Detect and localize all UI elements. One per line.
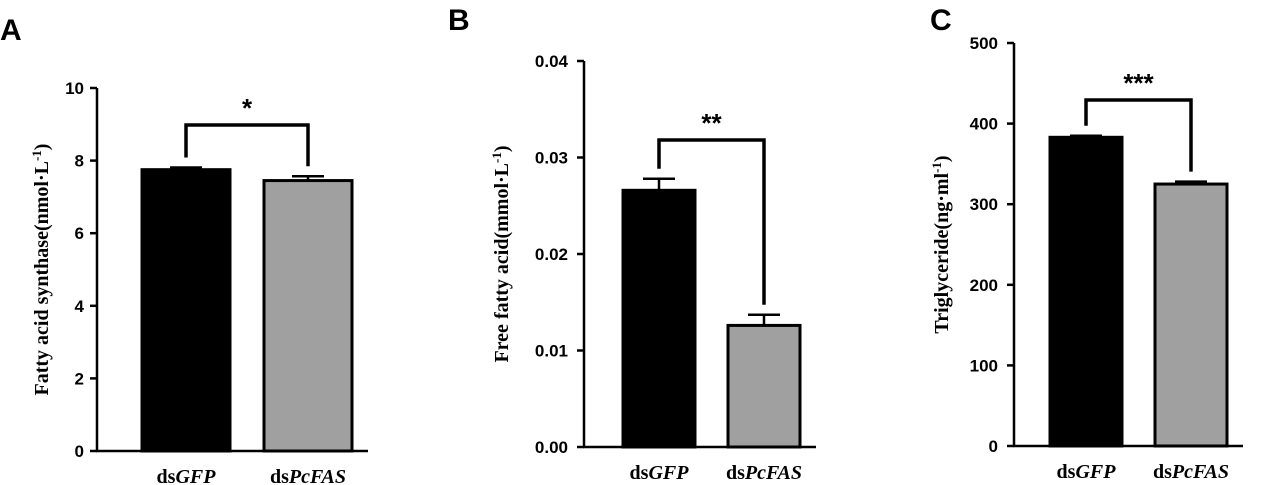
bar-dsgfp — [1048, 135, 1124, 448]
chart-panel-b: B 0.00 0.01 0.02 0.03 0.04 Free fatty acid(mmo… — [448, 4, 816, 484]
significance-bracket — [657, 138, 766, 305]
bar-dsgfp — [140, 168, 232, 453]
x-category-label: dsGFP — [630, 462, 690, 484]
significance-bracket — [1084, 98, 1193, 172]
y-tick-label: 0.01 — [535, 342, 568, 361]
y-tick-label: 400 — [970, 115, 998, 134]
y-tick-label: 6 — [75, 224, 84, 243]
x-category-label: dsGFP — [1057, 461, 1117, 483]
bar-dsgfp — [621, 188, 697, 449]
y-axis-title: Triglyceride(ng·ml-1) — [929, 155, 954, 333]
x-category-label: dsPcFAS — [1153, 461, 1229, 483]
bar-dspcfas — [1153, 182, 1229, 448]
bar-dspcfas — [262, 179, 354, 453]
x-category-label: dsPcFAS — [270, 466, 346, 485]
panel-letter: C — [930, 4, 952, 37]
panel-letter: B — [448, 4, 470, 37]
panel-letter: A — [0, 14, 22, 47]
y-tick-label: 0.02 — [535, 245, 568, 264]
x-category-label: dsGFP — [157, 466, 217, 485]
x-category-label: dsPcFAS — [726, 462, 802, 484]
y-axis-title: Free fatty acid(mmol·L-1) — [489, 145, 514, 362]
y-tick-label: 300 — [970, 195, 998, 214]
y-tick-label: 200 — [970, 276, 998, 295]
chart-panel-c: C 0 100 200 300 400 500 Triglyceride(ng·ml-1) ds… — [929, 4, 1243, 483]
bar-dspcfas — [726, 323, 802, 449]
y-tick-label: 500 — [970, 34, 998, 53]
y-axis-title: Fatty acid synthase(nmol·L-1) — [29, 144, 54, 396]
y-tick-label: 10 — [65, 79, 84, 98]
y-tick-label: 0.00 — [535, 438, 568, 457]
y-tick-label: 0.04 — [535, 52, 569, 71]
y-tick-label: 8 — [75, 152, 84, 171]
y-tick-label: 100 — [970, 356, 998, 375]
y-tick-label: 0.03 — [535, 149, 568, 168]
chart-panel-a: A 0 2 4 6 8 10 Fatty acid synthase(nmol·L-1) dsG… — [0, 14, 368, 485]
significance-label: ** — [701, 108, 722, 138]
significance-label: * — [242, 93, 253, 123]
y-tick-label: 2 — [75, 369, 84, 388]
y-tick-label: 0 — [989, 437, 998, 456]
y-tick-label: 0 — [75, 442, 84, 461]
significance-label: *** — [1123, 68, 1154, 98]
y-tick-label: 4 — [75, 297, 85, 316]
significance-bracket — [184, 123, 310, 167]
